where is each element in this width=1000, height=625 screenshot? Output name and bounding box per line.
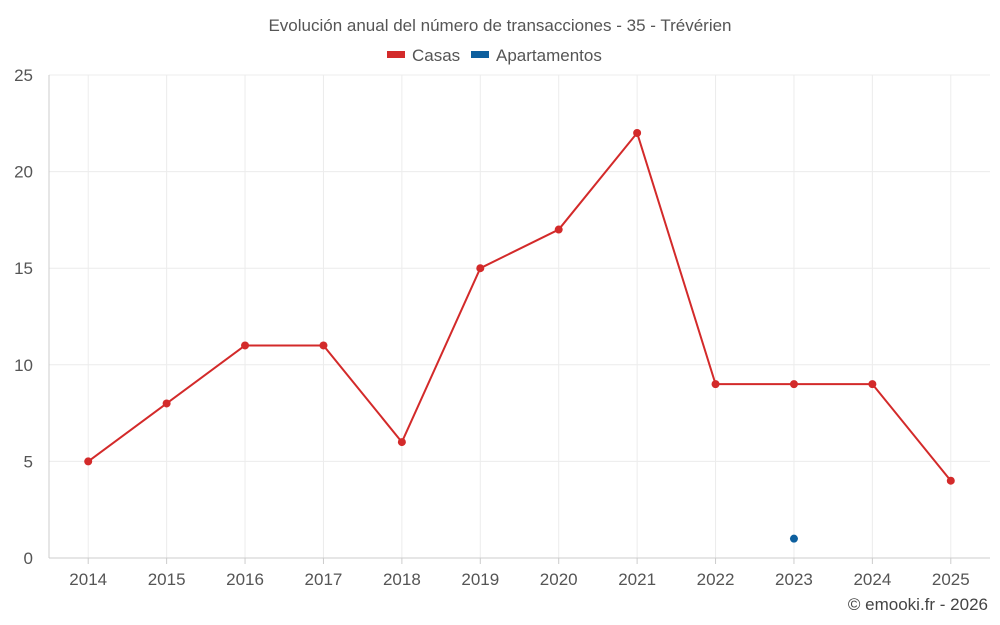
data-point-casas[interactable]: [476, 264, 485, 273]
data-point-casas[interactable]: [868, 380, 877, 389]
x-tick-label: 2020: [540, 570, 578, 589]
x-tick-label: 2019: [461, 570, 499, 589]
y-tick-label: 20: [14, 163, 33, 182]
data-point-casas[interactable]: [162, 399, 171, 408]
y-tick-label: 25: [14, 66, 33, 85]
legend-label-apartamentos: Apartamentos: [496, 46, 602, 65]
credit-text: © emooki.fr - 2026: [848, 595, 988, 614]
x-tick-label: 2025: [932, 570, 970, 589]
y-tick-label: 5: [24, 452, 33, 471]
data-point-casas[interactable]: [633, 128, 642, 137]
x-tick-label: 2024: [853, 570, 891, 589]
series-line-casas: [87, 131, 952, 482]
x-tick-label: 2023: [775, 570, 813, 589]
series-apartamentos: [789, 534, 798, 543]
x-tick-label: 2022: [697, 570, 735, 589]
data-point-casas[interactable]: [397, 438, 406, 447]
series-casas: [84, 128, 955, 485]
legend: Casas Apartamentos: [387, 46, 602, 65]
legend-swatch-apartamentos: [471, 51, 489, 58]
y-tick-label: 15: [14, 259, 33, 278]
y-tick-label: 10: [14, 356, 33, 375]
data-point-casas[interactable]: [711, 380, 720, 389]
x-tick-label: 2018: [383, 570, 421, 589]
data-point-apartamentos[interactable]: [789, 534, 798, 543]
data-point-casas[interactable]: [84, 457, 93, 466]
data-point-casas[interactable]: [789, 380, 798, 389]
chart-title: Evolución anual del número de transaccio…: [268, 16, 731, 35]
legend-label-casas: Casas: [412, 46, 460, 65]
data-point-casas[interactable]: [554, 225, 563, 234]
legend-swatch-casas: [387, 51, 405, 58]
x-tick-label: 2014: [69, 570, 107, 589]
series: [84, 128, 955, 543]
y-tick-label: 0: [24, 549, 33, 568]
legend-item-apartamentos[interactable]: Apartamentos: [471, 46, 602, 65]
x-tick-label: 2021: [618, 570, 656, 589]
legend-item-casas[interactable]: Casas: [387, 46, 460, 65]
x-tick-label: 2017: [305, 570, 343, 589]
data-point-casas[interactable]: [946, 476, 955, 485]
x-tick-label: 2015: [148, 570, 186, 589]
data-point-casas[interactable]: [319, 341, 328, 350]
grid: [49, 74, 990, 558]
x-tick-label: 2016: [226, 570, 264, 589]
data-point-casas[interactable]: [241, 341, 250, 350]
